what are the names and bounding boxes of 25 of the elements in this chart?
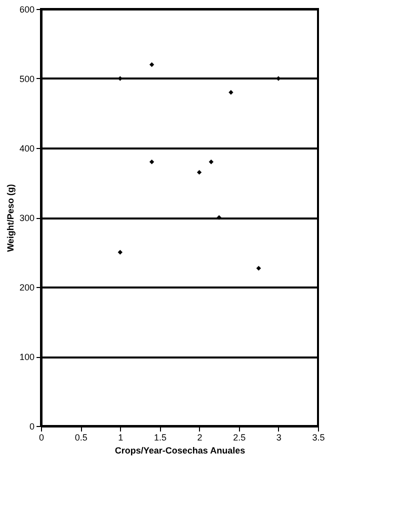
y-axis-title: Weight/Peso (g): [5, 184, 16, 252]
point: [118, 250, 122, 255]
point: [196, 170, 202, 175]
y-tick-label: 600: [19, 4, 34, 14]
x-tick-label: 0: [38, 432, 44, 442]
x-tick-label: 2: [197, 432, 202, 442]
x-tick-label: 1: [118, 432, 124, 442]
point: [256, 266, 261, 271]
point: [149, 160, 154, 164]
point: [208, 160, 214, 164]
point: [216, 215, 222, 220]
y-tick-label: 100: [19, 352, 34, 362]
y-tick-label: 0: [29, 422, 34, 432]
x-tick-label: 3: [276, 432, 282, 442]
x-tick-label: 3.5: [312, 432, 325, 442]
x-tick-label: 2.5: [233, 432, 246, 442]
y-tick-label: 500: [19, 74, 34, 84]
x-axis-title: Crops/Year-Cosechas Anuales: [114, 446, 246, 456]
y-tick-label: 300: [19, 213, 34, 223]
y-tick-label: 200: [19, 282, 34, 292]
point: [228, 90, 234, 95]
x-tick-label: 0.5: [74, 432, 88, 442]
x-tick-label: 1.5: [154, 432, 166, 442]
point: [149, 62, 154, 67]
y-tick-label: 400: [19, 144, 34, 154]
